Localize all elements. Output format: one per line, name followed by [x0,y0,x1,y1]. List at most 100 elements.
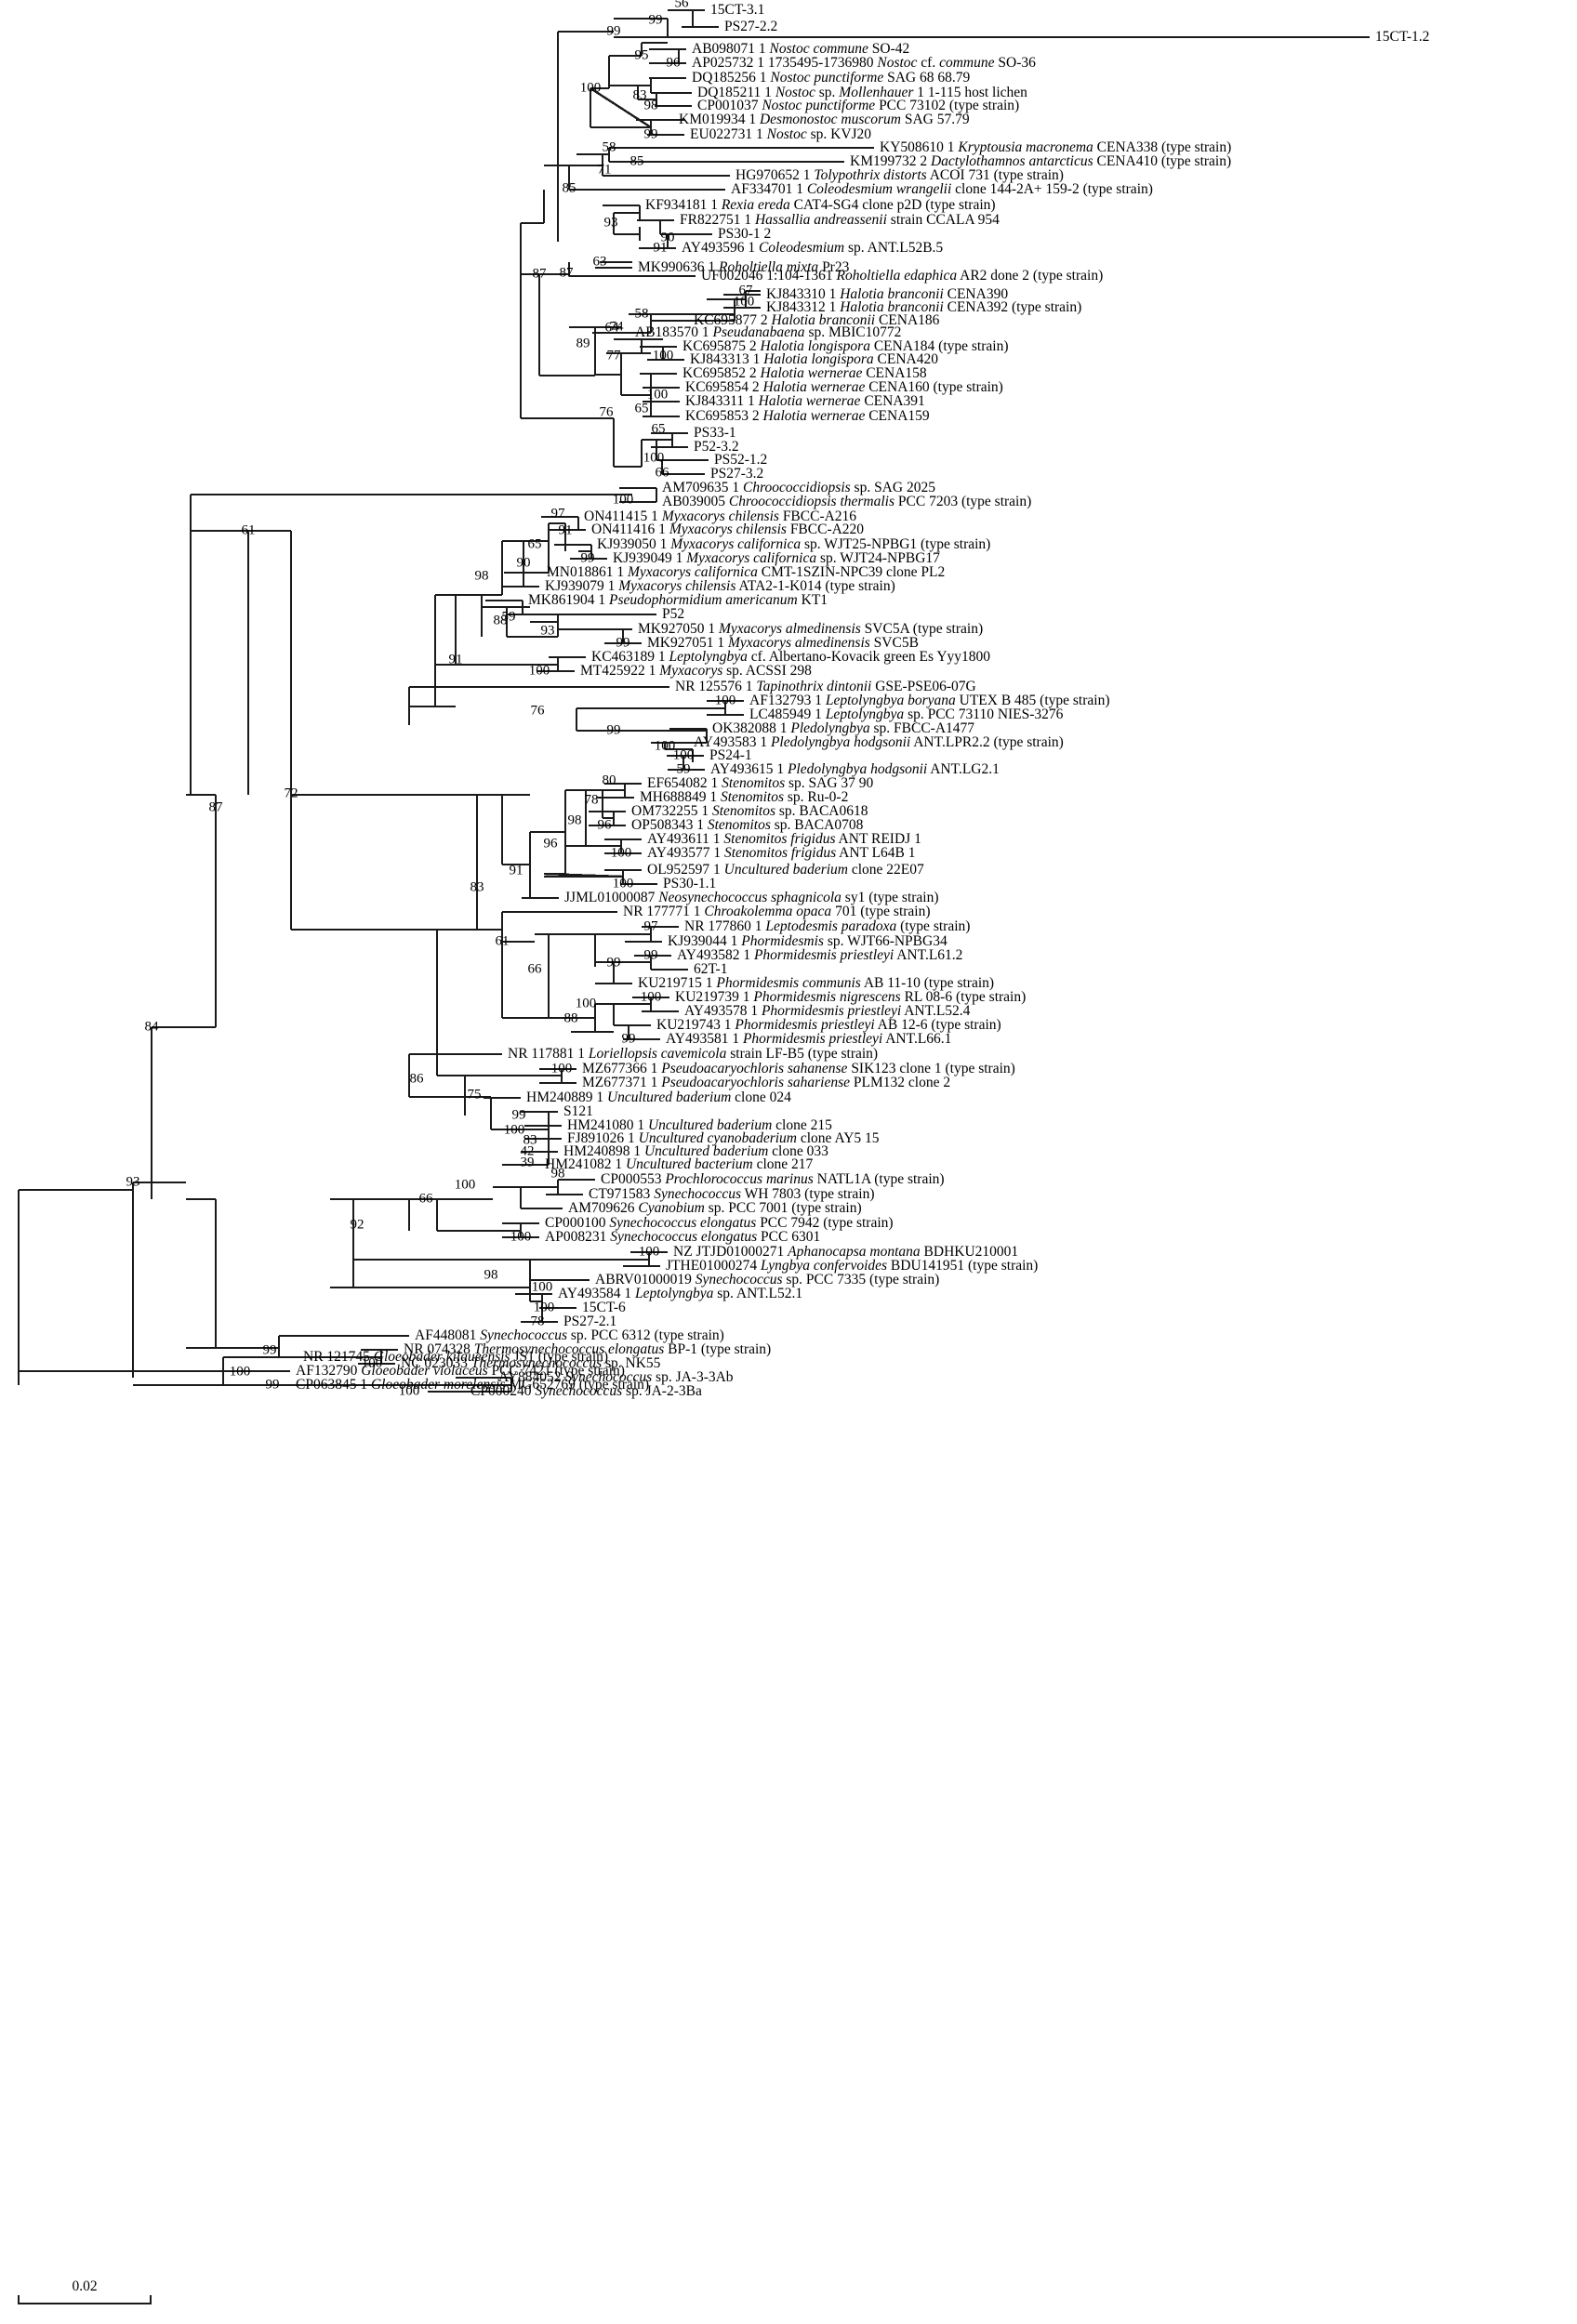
bootstrap-value: 99 [607,23,621,38]
taxon-label: AY493577 1 Stenomitos frigidus ANT L64B … [647,845,916,861]
taxon-label: AF132790 Gloeobader violaceus PCC 7421 (… [296,1363,625,1379]
bootstrap-value: 100 [641,989,662,1004]
taxon-label: PS27-2.2 [724,19,777,34]
bootstrap-value: 99 [616,635,630,650]
taxon-label: ON411416 1 Myxacorys chilensis FBCC-A220 [591,522,864,537]
taxon-label: AY493582 1 Phormidesmis priestleyi ANT.L… [677,947,962,963]
taxon-label: NR 177771 1 Chroakolemma opaca 701 (type… [623,904,931,919]
bootstrap-value: 56 [675,0,690,10]
taxon-label: EF654082 1 Stenomitos sp. SAG 37 90 [647,775,874,791]
taxon-label: CT971583 Synechococcus WH 7803 (type str… [589,1186,875,1202]
taxon-label: 15CT-3.1 [710,2,764,18]
taxon-label: AY493584 1 Leptolyngbya sp. ANT.L52.1 [558,1286,802,1301]
taxon-label: PS30-1 2 [718,226,771,242]
bootstrap-value: 97 [644,918,659,933]
bootstrap-value: 98 [475,568,489,583]
taxon-label: HM241082 1 Uncultured bacterium clone 21… [545,1156,814,1172]
taxon-label: FR822751 1 Hassallia andreassenii strain… [680,212,1000,228]
bootstrap-value: 100 [734,294,755,309]
bootstrap-value: 93 [604,215,618,230]
bootstrap-value: 80 [603,772,616,787]
bootstrap-value: 100 [532,1279,553,1294]
bootstrap-value: 65 [635,401,649,416]
taxon-label: PS27-3.2 [710,466,763,482]
tree-branches [17,8,1370,1393]
taxon-label: MH688849 1 Stenomitos sp. Ru-0-2 [640,789,848,805]
bootstrap-value: 91 [510,863,523,878]
taxon-label: ABRV01000019 Synechococcus sp. PCC 7335 … [595,1272,939,1287]
taxon-label: AB039005 Chroococcidiopsis thermalis PCC… [662,494,1031,509]
taxon-label: CP001037 Nostoc punctiforme PCC 73102 (t… [697,98,1019,113]
bootstrap-value: 87 [533,266,548,281]
taxon-label: KC695853 2 Halotia wernerae CENA159 [685,408,930,424]
bootstrap-value: 64 [605,320,620,335]
taxon-label: KC695875 2 Halotia longispora CENA184 (t… [682,338,1008,354]
bootstrap-value: 58 [603,139,616,154]
taxon-label: MZ677371 1 Pseudoacaryochloris sahariens… [582,1075,950,1090]
taxon-label: KJ939044 1 Phormidesmis sp. WJT66-NPBG34 [668,933,948,949]
bootstrap-value: 99 [581,550,595,565]
taxon-label: AY493611 1 Stenomitos frigidus ANT REIDJ… [647,831,921,847]
bootstrap-value: 59 [502,609,516,624]
taxon-label: MN018861 1 Myxacorys californica CMT-1SZ… [547,564,945,580]
taxon-label: HM241080 1 Uncultured baderium clone 215 [567,1117,832,1133]
taxon-label: KF934181 1 Rexia ereda CAT4-SG4 clone p2… [645,197,996,213]
bootstrap-value: 76 [600,404,615,419]
taxon-label: AY493583 1 Pledolyngbya hodgsonii ANT.LP… [694,734,1064,750]
taxon-label: MK927051 1 Myxacorys almedinensis SVC5B [647,635,919,651]
bootstrap-value: 99 [266,1377,280,1392]
bootstrap-value: 63 [593,254,607,269]
taxon-label: KJ843312 1 Halotia branconii CENA392 (ty… [766,299,1081,315]
taxon-label: NR 117881 1 Loriellopsis cavemicola stra… [508,1046,878,1062]
bootstrap-value: 97 [551,506,566,521]
bootstrap-value: 72 [285,786,298,800]
bootstrap-value: 83 [523,1132,537,1147]
bootstrap-value: 88 [564,1010,578,1025]
bootstrap-value: 99 [649,12,663,27]
taxon-label: AY493578 1 Phormidesmis priestleyi ANT.L… [684,1003,971,1019]
taxon-label: AY493615 1 Pledolyngbya hodgsonii ANT.LG… [710,761,1000,777]
bootstrap-value: 66 [656,465,670,480]
taxon-label: HG970652 1 Tolypothrix distorts ACOI 731… [735,167,1064,183]
taxon-label: KC463189 1 Leptolyngbya cf. Albertano-Ko… [591,649,990,665]
bootstrap-value: 76 [531,703,546,718]
taxon-label: NR 121745 Gloeobader kilaueensis JS1 (ty… [303,1349,608,1365]
bootstrap-value: 61 [242,522,256,537]
taxon-label: KU219715 1 Phormidesmis communis AB 11-1… [638,975,994,991]
bootstrap-value: 75 [468,1087,482,1102]
bootstrap-value: 65 [652,421,666,436]
taxon-label: JJML01000087 Neosynechococcus sphagnicol… [564,890,939,905]
taxon-label: MT425922 1 Myxacorys sp. ACSSI 298 [580,663,812,679]
taxon-label: DQ185256 1 Nostoc punctiforme SAG 68 68.… [692,70,970,86]
bootstrap-value: 98 [568,812,582,827]
bootstrap-value: 100 [399,1383,420,1398]
taxon-label: AF132793 1 Leptolyngbya boryana UTEX B 4… [749,693,1109,708]
taxon-label: AB183570 1 Pseudanabaena sp. MBIC10772 [635,324,901,340]
bootstrap-value: 100 [643,450,665,465]
bootstrap-value: 100 [455,1177,476,1192]
bootstrap-value: 99 [607,955,621,970]
taxon-label: PS24-1 [709,747,752,763]
taxon-label: P52-3.2 [694,439,739,455]
bootstrap-value: 100 [510,1229,532,1244]
taxon-label: KJ939079 1 Myxacorys chilensis ATA2-1-K0… [545,578,895,594]
taxon-label: KC695852 2 Halotia wernerae CENA158 [682,365,927,381]
taxon-label: OM732255 1 Stenomitos sp. BACA0618 [631,803,868,819]
bootstrap-value: 100 [613,876,634,891]
bootstrap-value: 78 [531,1314,545,1328]
taxon-label: OL952597 1 Uncultured baderium clone 22E… [647,862,924,878]
taxon-label: PS52-1.2 [714,452,767,468]
bootstrap-value: 96 [598,817,613,832]
bootstrap-value: 98 [644,98,658,112]
taxon-label: EU022731 1 Nostoc sp. KVJ20 [690,126,871,142]
bootstrap-value: 98 [551,1166,565,1181]
bootstrap-value: 100 [655,738,676,753]
bootstrap-value: 93 [541,623,555,638]
bootstrap-value: 100 [653,348,674,363]
taxon-label: KM019934 1 Desmonostoc muscorum SAG 57.7… [679,112,970,127]
bootstrap-value: 42 [521,1143,535,1158]
bootstrap-value: 100 [551,1061,573,1076]
